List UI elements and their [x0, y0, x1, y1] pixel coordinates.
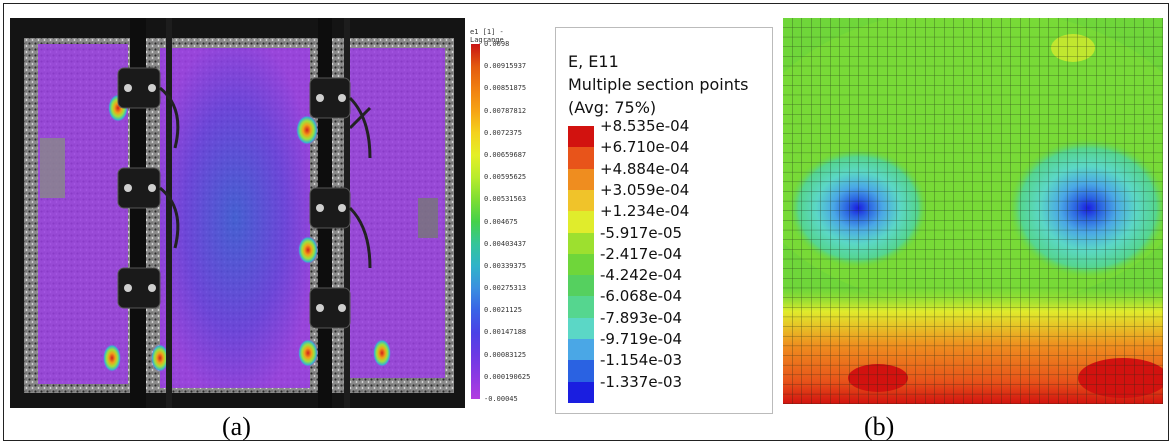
dic-legend-value: 0.00275313	[484, 284, 527, 293]
dic-photo	[10, 18, 465, 408]
dic-legend-value: 0.00403437	[484, 239, 527, 248]
fem-legend-value: -9.719e-04	[600, 330, 683, 348]
dic-legend-value: 0.000190625	[484, 372, 531, 381]
fem-legend-value: -6.068e-04	[600, 287, 683, 306]
fem-legend-value: -2.417e-04	[600, 244, 683, 263]
caption-b: (b)	[864, 412, 895, 441]
dic-legend-value: 0.00787812	[484, 106, 527, 115]
fem-legend-value: +8.535e-04	[600, 117, 690, 135]
fem-legend-value: -7.893e-04	[600, 308, 683, 327]
dic-legend-value: 0.00531563	[484, 195, 527, 204]
dic-legend-value: -0.00045	[484, 395, 518, 403]
fem-colorbar-swatch	[568, 189, 594, 212]
fem-legend-value: -4.242e-04	[600, 266, 683, 285]
fem-colorbar-swatch	[568, 232, 594, 255]
fem-colorbar-swatch	[568, 168, 594, 191]
dic-legend-value: 0.00659687	[484, 150, 527, 159]
fem-colorbar-swatch	[568, 211, 594, 233]
dic-legend-value: 0.004675	[484, 217, 518, 226]
fem-colorbar-swatch	[568, 296, 594, 319]
dic-legend-value: 0.00083125	[484, 350, 527, 359]
dic-legend-value: 0.0021125	[484, 306, 522, 315]
dic-legend-value: 0.00339375	[484, 261, 527, 270]
dic-legend-title: e1 [1] - Lagrange	[470, 28, 504, 44]
dic-legend-value: 0.00147188	[484, 328, 527, 337]
fem-legend-title-2: Multiple section points	[568, 75, 749, 94]
fem-legend-value: +1.234e-04	[600, 202, 690, 221]
dic-legend-value: 0.0072375	[484, 128, 522, 137]
dic-strain-image	[10, 18, 465, 408]
fem-legend-value: +3.059e-04	[600, 180, 690, 199]
dic-legend-value: 0.00595625	[484, 173, 527, 182]
fem-colorbar-swatch	[568, 381, 594, 404]
dic-legend-value: 0.00851875	[484, 84, 527, 93]
fem-contour-image	[783, 18, 1163, 404]
fem-colorbar-swatch	[568, 253, 594, 276]
fem-contour-map	[783, 18, 1163, 404]
fem-colorbar-swatch	[568, 317, 594, 340]
fem-colorbar-swatch	[568, 360, 594, 383]
caption-a: (a)	[222, 412, 251, 441]
fem-legend-value: +4.884e-04	[600, 159, 690, 178]
fem-legend-value: -1.154e-03	[600, 351, 683, 370]
fem-legend-title-1: E, E11	[568, 52, 619, 71]
dic-legend-value: 0.00915937	[484, 62, 527, 71]
fem-legend-value: -1.337e-03	[600, 372, 683, 391]
fem-colorbar-swatch	[568, 147, 594, 170]
dic-legend-value: 0.0098	[484, 40, 510, 48]
dic-colorbar	[471, 44, 480, 399]
fem-legend-value: +6.710e-04	[600, 138, 690, 157]
fem-legend-value: -5.917e-05	[600, 223, 683, 242]
fem-colorbar-swatch	[568, 126, 594, 148]
fem-legend-title-3: (Avg: 75%)	[568, 98, 657, 117]
fem-colorbar-swatch	[568, 275, 594, 297]
fem-colorbar-swatch	[568, 339, 594, 361]
